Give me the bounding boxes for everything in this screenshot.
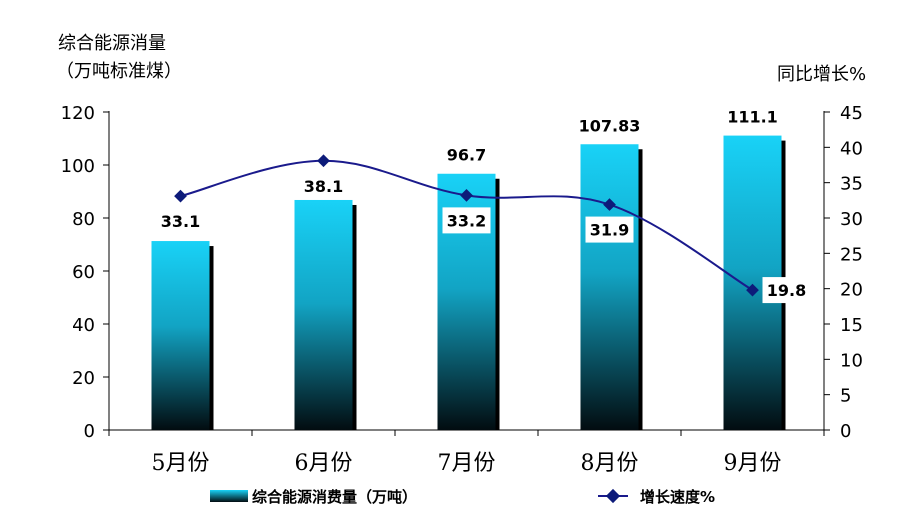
y-left-tick-label: 60 <box>72 262 95 283</box>
y-left-tick-label: 80 <box>72 209 95 230</box>
bar-series <box>151 135 786 431</box>
category-label: 9月份 <box>724 451 782 476</box>
bar <box>151 241 210 430</box>
y-left-label-line2: （万吨标准煤） <box>56 61 182 82</box>
line-value-label: 33.1 <box>161 212 200 231</box>
legend-bar-label: 综合能源消费量（万吨） <box>252 488 417 506</box>
line-point <box>460 189 473 202</box>
category-label: 6月份 <box>295 451 353 476</box>
y-left-tick-label: 100 <box>61 156 95 177</box>
y-left-tick-label: 120 <box>61 103 95 124</box>
bar-value-label: 96.7 <box>447 146 486 165</box>
x-ticks <box>108 430 825 436</box>
legend-bar-swatch <box>210 490 248 502</box>
line-value-label: 38.1 <box>304 177 343 196</box>
y-left-tick-label: 0 <box>84 421 95 442</box>
y-left-ticks: 0 20 40 60 80 100 120 <box>61 103 109 442</box>
y-right-tick-label: 5 <box>840 386 851 407</box>
bar <box>294 199 353 430</box>
y-left-tick-label: 40 <box>72 315 95 336</box>
y-right-tick-label: 15 <box>840 315 863 336</box>
y-left-label-line1: 综合能源消量 <box>58 33 166 54</box>
line-value-box <box>762 277 811 304</box>
category-label: 5月份 <box>152 451 210 476</box>
y-right-tick-label: 30 <box>840 209 863 230</box>
y-right-ticks: 0 5 10 15 20 25 30 35 40 45 <box>824 103 863 442</box>
line-value-label: 19.8 <box>767 281 806 300</box>
line-value-box <box>585 216 634 243</box>
y-right-label: 同比增长% <box>777 64 866 85</box>
bar-value-label: 111.1 <box>727 108 778 127</box>
y-right-tick-label: 0 <box>840 421 851 442</box>
category-labels: 5月份 6月份 7月份 8月份 9月份 <box>152 451 782 476</box>
line-point <box>317 154 330 168</box>
legend-line-label: 增长速度% <box>640 488 715 506</box>
line-value-label: 33.2 <box>447 211 486 230</box>
bar-value-label: 107.83 <box>579 116 641 135</box>
line-value-box <box>442 207 491 234</box>
y-right-tick-label: 45 <box>840 103 863 124</box>
line-value-label: 31.9 <box>590 221 629 240</box>
y-right-tick-label: 20 <box>840 280 863 301</box>
line-point <box>174 189 187 203</box>
line-value-box <box>156 208 205 235</box>
line-value-box <box>299 172 348 199</box>
legend-line-marker <box>605 488 621 504</box>
category-label: 8月份 <box>581 451 639 476</box>
bar <box>580 144 639 431</box>
y-right-tick-label: 40 <box>840 138 863 159</box>
y-right-tick-label: 35 <box>840 174 863 195</box>
y-left-tick-label: 20 <box>72 368 95 389</box>
line-series: 33.1 38.1 33.2 31.9 19.8 <box>156 154 811 304</box>
y-right-tick-label: 25 <box>840 244 863 265</box>
y-right-tick-label: 10 <box>840 350 863 371</box>
category-label: 7月份 <box>438 451 496 476</box>
legend: 综合能源消费量（万吨） 增长速度% <box>210 488 715 506</box>
